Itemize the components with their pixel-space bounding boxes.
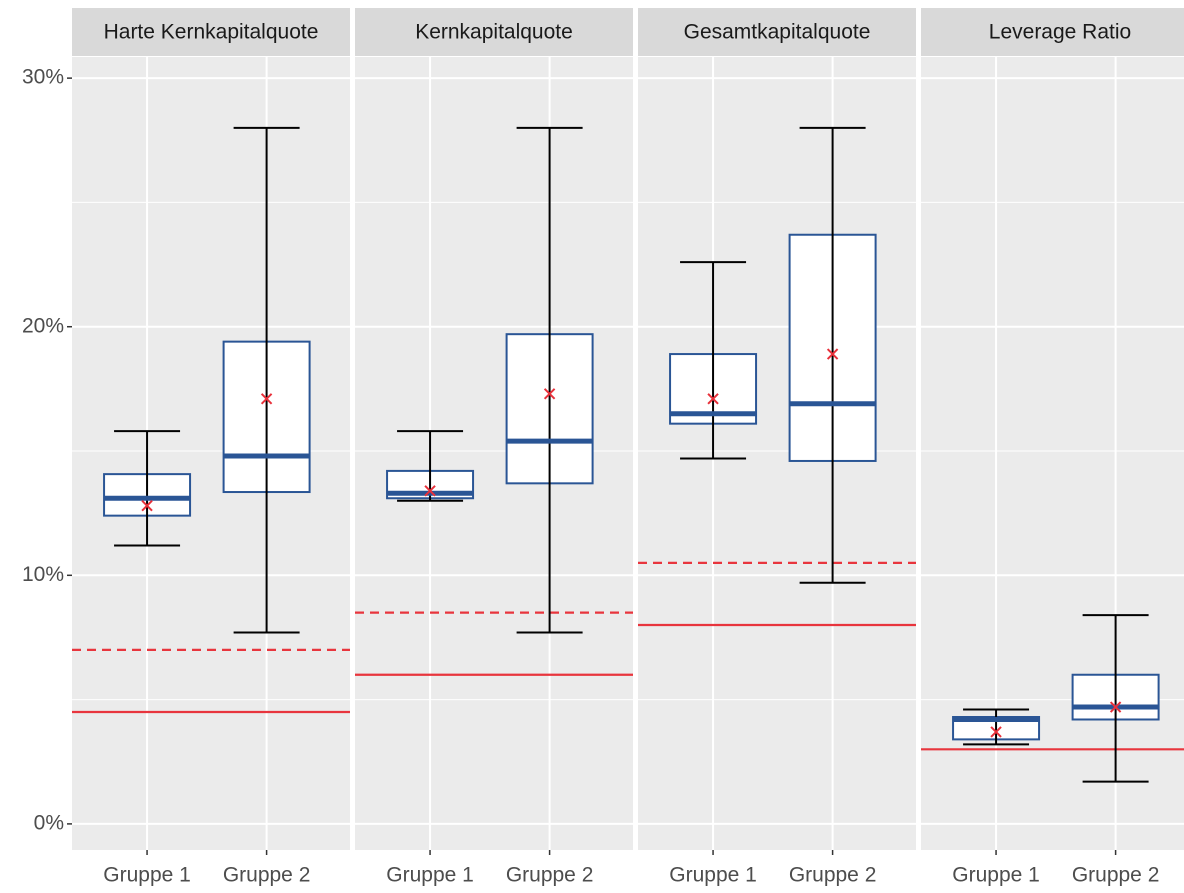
x-tick-label: Gruppe 2 xyxy=(1072,864,1160,887)
mean-marker xyxy=(707,393,719,405)
x-tick-label: Gruppe 1 xyxy=(386,864,474,887)
mean-marker xyxy=(260,393,273,405)
y-tick-label: 30% xyxy=(22,66,64,89)
mean-marker xyxy=(1109,701,1122,713)
mean-marker xyxy=(826,348,839,360)
strip-background xyxy=(638,8,916,56)
x-tick-label: Gruppe 2 xyxy=(506,864,594,887)
y-tick-label: 10% xyxy=(22,563,64,586)
strip-background xyxy=(921,8,1184,56)
mean-marker xyxy=(424,485,436,497)
panel-title: Leverage Ratio xyxy=(989,21,1131,44)
y-tick-label: 0% xyxy=(34,811,64,834)
x-tick-label: Gruppe 2 xyxy=(223,864,311,887)
x-tick-label: Gruppe 1 xyxy=(952,864,1040,887)
panel-title: Gesamtkapitalquote xyxy=(684,21,871,44)
strip-background xyxy=(72,8,350,56)
mean-marker xyxy=(990,726,1002,738)
strip-background xyxy=(355,8,633,56)
x-tick-label: Gruppe 2 xyxy=(789,864,877,887)
y-tick-label: 20% xyxy=(22,314,64,337)
mean-marker xyxy=(141,499,153,512)
x-tick-label: Gruppe 1 xyxy=(669,864,757,887)
panel-title: Kernkapitalquote xyxy=(415,21,573,44)
mean-marker xyxy=(543,388,556,400)
x-tick-label: Gruppe 1 xyxy=(103,864,191,887)
panel-title: Harte Kernkapitalquote xyxy=(104,21,319,44)
